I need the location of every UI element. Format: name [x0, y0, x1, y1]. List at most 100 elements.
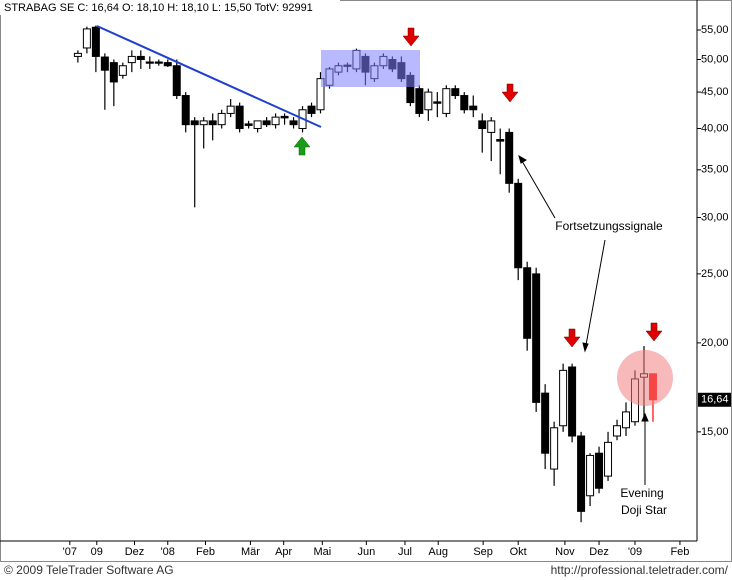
y-tick-label: 45,00	[701, 86, 729, 98]
candle-body	[523, 267, 532, 339]
candle-body	[451, 88, 460, 97]
x-tick-label: Aug	[428, 546, 448, 558]
arrow-head	[582, 342, 589, 353]
x-tick-label: Jul	[398, 546, 412, 558]
last-price-label: 16,64	[701, 394, 729, 406]
candle-body	[217, 112, 226, 126]
range-box	[321, 50, 420, 87]
candle-body	[172, 65, 181, 97]
y-tick-label: 50,00	[701, 53, 729, 65]
down-arrow	[563, 328, 581, 348]
title-bg	[0, 0, 340, 15]
candle-body	[442, 88, 451, 114]
x-tick-label: Mai	[313, 546, 331, 558]
candle-body	[559, 369, 568, 427]
candle-body	[568, 366, 577, 437]
candle-body	[622, 411, 631, 429]
last-price-box	[698, 392, 731, 407]
candle-body	[181, 95, 190, 126]
source-url: http://professional.teletrader.com/	[551, 563, 729, 577]
x-tick-label: '07	[63, 546, 77, 558]
y-tick-label: 40,00	[701, 122, 729, 134]
candle-body	[91, 26, 100, 57]
x-tick-label: Sep	[473, 546, 493, 558]
candle-body	[424, 91, 433, 111]
candle-body	[496, 139, 505, 142]
candle-body	[226, 105, 235, 114]
callout-line	[521, 160, 556, 219]
x-tick-label: Nov	[555, 546, 575, 558]
x-tick-label: Feb	[196, 546, 215, 558]
x-tick-label: Dez	[125, 546, 145, 558]
copyright: © 2009 TeleTrader Software AG	[4, 563, 174, 577]
y-tick-label: 25,00	[701, 268, 729, 280]
x-tick-label: Feb	[670, 546, 689, 558]
x-tick-label: Okt	[510, 546, 527, 558]
y-tick-label: 30,00	[701, 211, 729, 223]
x-tick-label: 09	[91, 546, 103, 558]
candle-body	[127, 55, 136, 64]
candle-body	[262, 120, 271, 126]
candle-body	[433, 101, 442, 104]
plot	[73, 25, 657, 523]
candle-body	[613, 425, 622, 437]
candle-body	[82, 28, 91, 49]
candle-body	[118, 65, 127, 76]
candle-body	[244, 123, 253, 126]
callout-line	[585, 239, 606, 346]
candle-body	[145, 61, 154, 64]
annotation-text: Evening	[620, 486, 663, 500]
x-tick-label: Jun	[357, 546, 375, 558]
candle-body	[154, 61, 163, 64]
candle-body	[136, 55, 145, 60]
candle-body	[415, 88, 424, 114]
candle-body	[577, 435, 586, 512]
x-tick-label: Apr	[275, 546, 292, 558]
x-tick-label: Dez	[589, 546, 609, 558]
candle-body	[460, 95, 469, 111]
candle-body	[307, 105, 316, 114]
y-tick-label: 15,00	[701, 426, 729, 438]
arrow-head	[518, 154, 527, 164]
annotation-text: Doji Star	[621, 503, 667, 517]
x-tick-label: '09	[628, 546, 642, 558]
up-arrow	[293, 136, 311, 156]
candle-body	[208, 120, 217, 126]
down-arrow	[402, 27, 420, 47]
highlight-circle	[617, 350, 673, 406]
candle-body	[469, 105, 478, 111]
annotation-text: Fortsetzungssignale	[555, 219, 663, 233]
candle-body	[190, 120, 199, 126]
candle-body	[109, 62, 118, 83]
candle-body	[595, 452, 604, 489]
down-arrow	[645, 322, 663, 342]
x-tick-label: Mär	[241, 546, 260, 558]
callout-arrows	[518, 154, 649, 485]
y-tick-label: 55,00	[701, 24, 729, 36]
candle-body	[604, 441, 613, 477]
candle-body	[478, 120, 487, 130]
candle-body	[586, 454, 595, 497]
candle-body	[541, 392, 550, 454]
y-tick-label: 20,00	[701, 337, 729, 349]
arrow-head	[641, 412, 649, 422]
candle-body	[487, 120, 496, 133]
candle-body	[514, 182, 523, 269]
candle-body	[199, 120, 208, 126]
chart-title: STRABAG SE C: 16,64 O: 18,10 H: 18,10 L:…	[4, 2, 313, 14]
candle-body	[163, 62, 172, 67]
y-tick-label: 35,00	[701, 164, 729, 176]
candle-body	[253, 120, 262, 130]
candle-body	[532, 273, 541, 403]
candle-body	[271, 116, 280, 126]
x-tick-label: '08	[161, 546, 175, 558]
trend-line	[96, 25, 322, 128]
candle-body	[73, 52, 82, 57]
signal-arrows	[402, 27, 663, 348]
candle-body	[316, 78, 325, 111]
candle-body	[505, 131, 514, 184]
candle-body	[280, 115, 289, 119]
candle-body	[289, 120, 298, 126]
